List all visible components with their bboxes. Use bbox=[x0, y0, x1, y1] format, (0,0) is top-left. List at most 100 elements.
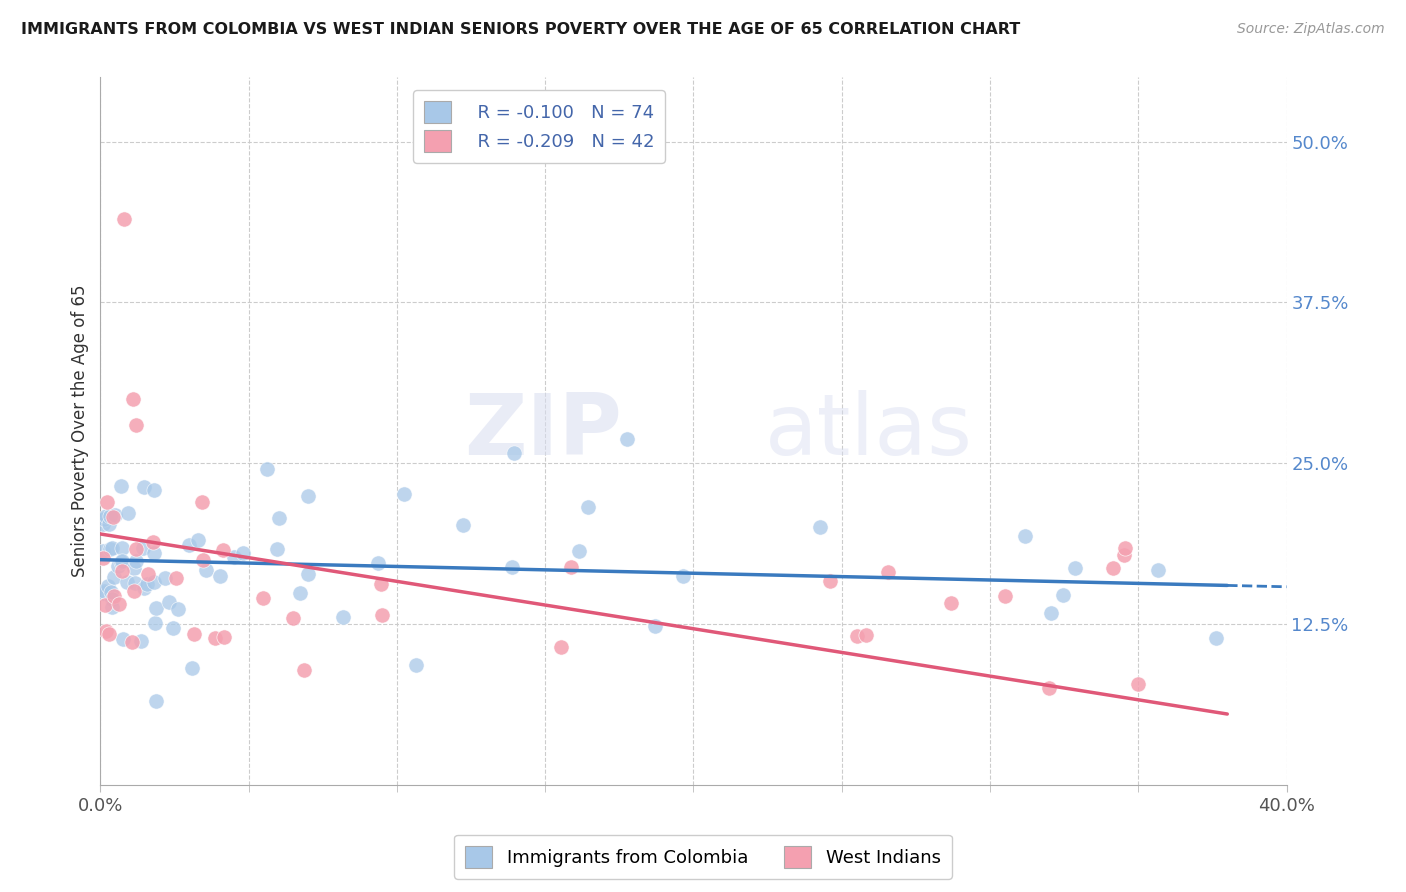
Point bbox=[122, 392, 145, 406]
Point bbox=[91, 551, 114, 566]
Point bbox=[96, 509, 118, 524]
Point bbox=[124, 576, 146, 591]
Point bbox=[232, 546, 254, 560]
Point bbox=[101, 541, 124, 555]
Point bbox=[125, 554, 148, 568]
Point bbox=[266, 542, 288, 557]
Point bbox=[371, 607, 394, 622]
Point bbox=[111, 564, 134, 578]
Point bbox=[125, 542, 148, 557]
Point bbox=[129, 634, 152, 648]
Point bbox=[122, 584, 145, 599]
Point bbox=[191, 552, 214, 566]
Point bbox=[1112, 548, 1135, 562]
Point bbox=[101, 592, 124, 607]
Point bbox=[112, 211, 135, 226]
Point bbox=[644, 619, 666, 633]
Point bbox=[117, 506, 139, 520]
Point bbox=[91, 544, 114, 558]
Point bbox=[367, 556, 389, 570]
Point bbox=[810, 520, 832, 534]
Point bbox=[143, 615, 166, 630]
Point bbox=[93, 512, 115, 526]
Point bbox=[125, 417, 148, 432]
Text: atlas: atlas bbox=[765, 390, 973, 473]
Point bbox=[332, 610, 354, 624]
Point bbox=[91, 517, 114, 532]
Point bbox=[1040, 606, 1063, 620]
Point bbox=[177, 538, 200, 552]
Point bbox=[145, 600, 167, 615]
Text: Source: ZipAtlas.com: Source: ZipAtlas.com bbox=[1237, 22, 1385, 37]
Point bbox=[550, 640, 572, 654]
Text: IMMIGRANTS FROM COLOMBIA VS WEST INDIAN SENIORS POVERTY OVER THE AGE OF 65 CORRE: IMMIGRANTS FROM COLOMBIA VS WEST INDIAN … bbox=[21, 22, 1021, 37]
Point bbox=[103, 570, 125, 584]
Point bbox=[1128, 677, 1150, 691]
Point bbox=[939, 596, 962, 610]
Point bbox=[204, 631, 226, 645]
Point bbox=[143, 575, 166, 590]
Point bbox=[187, 533, 209, 547]
Point bbox=[392, 487, 415, 501]
Point bbox=[451, 518, 474, 533]
Point bbox=[183, 627, 205, 641]
Point bbox=[195, 563, 218, 577]
Point bbox=[846, 629, 869, 643]
Point bbox=[297, 567, 319, 582]
Point bbox=[292, 663, 315, 677]
Point bbox=[877, 565, 900, 579]
Point bbox=[145, 694, 167, 708]
Point bbox=[143, 546, 166, 560]
Point bbox=[111, 632, 134, 646]
Point bbox=[281, 610, 304, 624]
Point bbox=[290, 586, 312, 600]
Point bbox=[568, 543, 591, 558]
Point bbox=[93, 599, 115, 613]
Point bbox=[1064, 561, 1087, 575]
Point bbox=[190, 495, 212, 509]
Point bbox=[576, 500, 599, 515]
Point bbox=[134, 480, 156, 494]
Point bbox=[994, 589, 1017, 603]
Point bbox=[820, 574, 842, 588]
Point bbox=[96, 495, 118, 509]
Point bbox=[117, 574, 139, 589]
Point bbox=[132, 541, 155, 555]
Point bbox=[162, 621, 184, 635]
Point bbox=[101, 510, 124, 524]
Point bbox=[98, 516, 121, 531]
Point bbox=[501, 560, 523, 574]
Point bbox=[1205, 632, 1227, 646]
Point bbox=[208, 568, 231, 582]
Point bbox=[855, 628, 877, 642]
Point bbox=[111, 554, 134, 568]
Point bbox=[103, 589, 125, 603]
Point bbox=[503, 446, 526, 460]
Point bbox=[1052, 588, 1074, 602]
Point bbox=[138, 567, 160, 582]
Point bbox=[136, 576, 159, 591]
Point bbox=[616, 433, 638, 447]
Point bbox=[107, 558, 129, 573]
Point bbox=[157, 595, 180, 609]
Point bbox=[100, 542, 122, 557]
Point bbox=[100, 508, 122, 523]
Point bbox=[93, 583, 115, 598]
Point bbox=[142, 483, 165, 497]
Point bbox=[165, 571, 187, 585]
Point bbox=[1114, 541, 1136, 555]
Point bbox=[560, 560, 582, 574]
Point bbox=[256, 462, 278, 476]
Point bbox=[97, 579, 120, 593]
Point bbox=[1038, 681, 1060, 696]
Point bbox=[110, 478, 132, 492]
Point bbox=[267, 511, 290, 525]
Point bbox=[222, 550, 245, 565]
Point bbox=[370, 577, 392, 591]
Point bbox=[212, 630, 235, 644]
Point bbox=[121, 635, 143, 649]
Point bbox=[167, 602, 190, 616]
Legend:   R = -0.100   N = 74,   R = -0.209   N = 42: R = -0.100 N = 74, R = -0.209 N = 42 bbox=[413, 90, 665, 163]
Point bbox=[672, 569, 695, 583]
Text: ZIP: ZIP bbox=[464, 390, 623, 473]
